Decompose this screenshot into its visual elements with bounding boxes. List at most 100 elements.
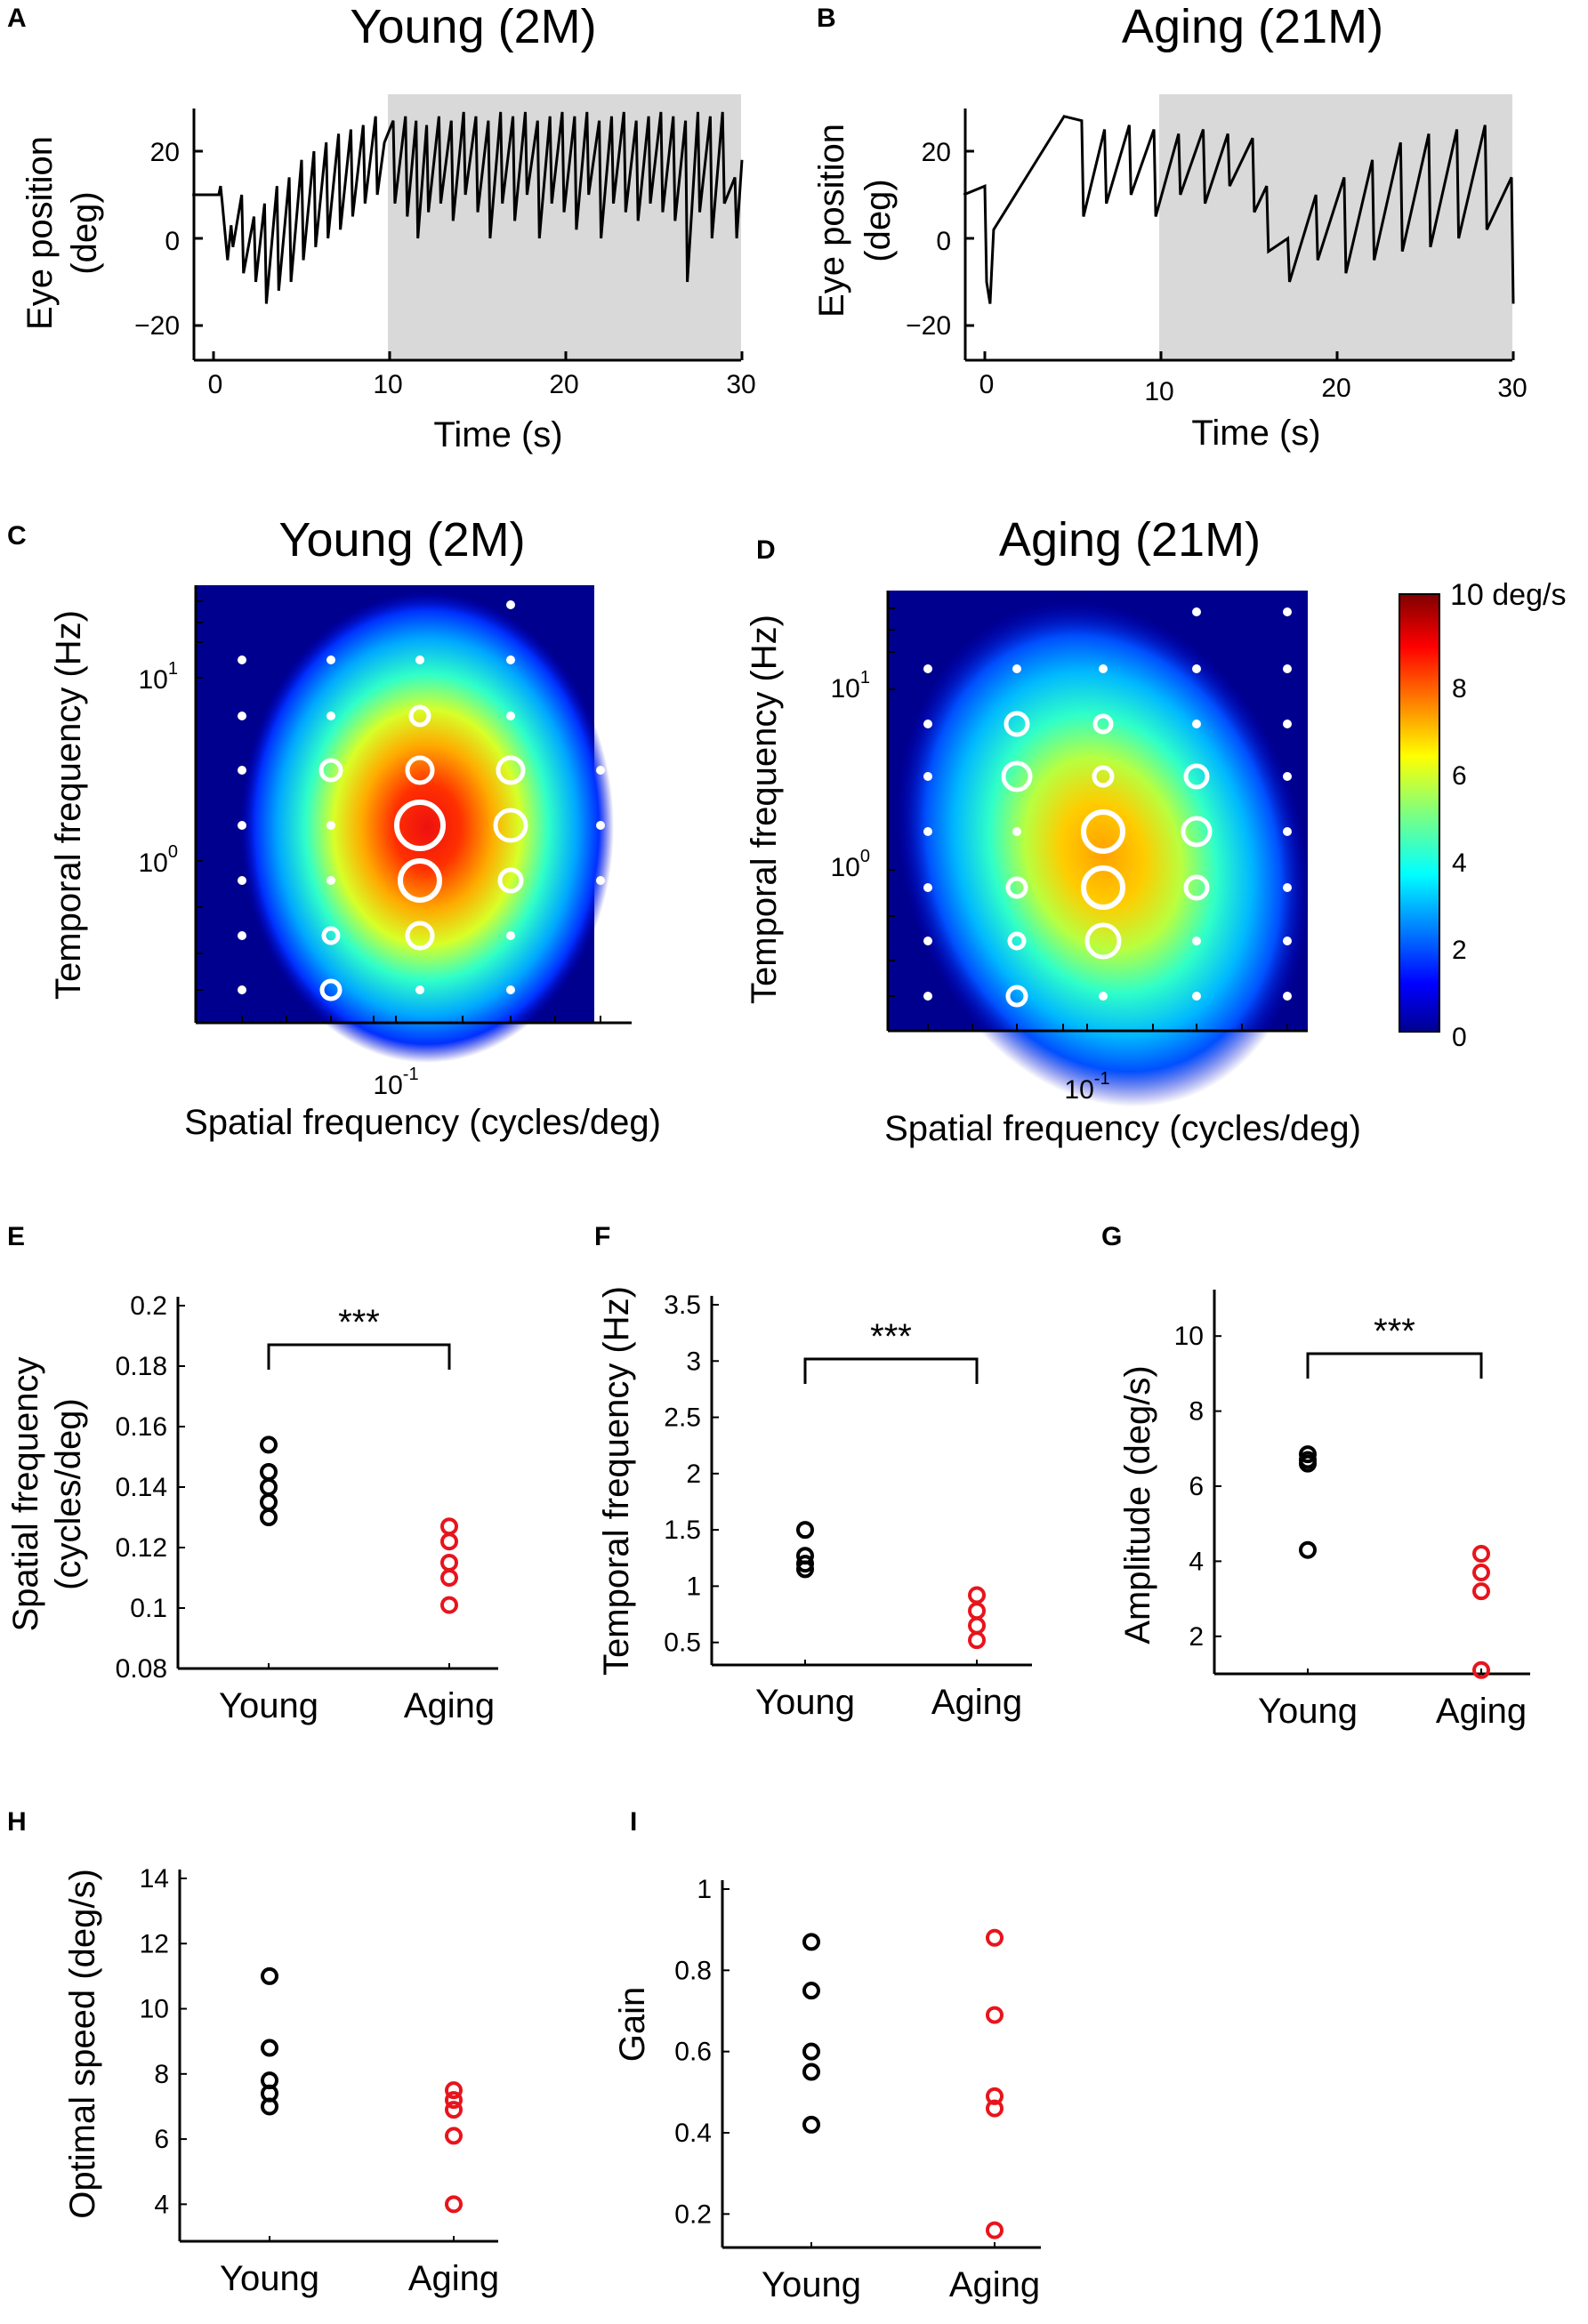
panel-h-point-aging (445, 2101, 463, 2119)
panel-h-point-aging (445, 2127, 463, 2145)
panel-d-stimulus-dot (923, 720, 932, 728)
panel-f-point-aging (968, 1586, 986, 1604)
panel-c-stimulus-dot (596, 655, 605, 664)
panel-f-point-aging (968, 1616, 986, 1635)
panel-h-ytick-label: 4 (154, 2190, 169, 2219)
panel-f-ytick-label: 3 (686, 1347, 701, 1376)
panel-d-stimulus-dot (1283, 607, 1292, 616)
panel-f-significance-stars: *** (870, 1317, 912, 1356)
panel-d-stimulus-dot (1192, 937, 1201, 945)
panel-c-log-ticks (196, 600, 601, 1023)
panel-letter-e: E (7, 1222, 25, 1251)
panel-b-xtick-30: 30 (1497, 374, 1527, 403)
panel-e-point-aging (440, 1596, 458, 1614)
panel-e-significance-bracket (267, 1343, 451, 1370)
panel-h-ytick-label: 14 (140, 1864, 169, 1894)
panel-a-eye-trace (192, 111, 744, 304)
panel-c-stimulus-dot (506, 931, 515, 940)
panel-c-stimulus-dot (415, 655, 424, 664)
panel-letter-i: I (630, 1807, 637, 1837)
panel-c-xlabel: Spatial frequency (cycles/deg) (184, 1103, 661, 1142)
panel-c-stimulus-dot (238, 985, 246, 994)
panel-c-ytick-10-0: 100 (139, 842, 179, 878)
panel-e-point-young (260, 1493, 278, 1511)
panel-letter-f: F (594, 1222, 610, 1251)
panel-g-ytick-label: 4 (1189, 1547, 1204, 1576)
colorbar-gradient (1399, 593, 1440, 1033)
panel-b-ytick-0: 0 (936, 227, 951, 256)
panel-a-stimulus-shading (388, 94, 741, 360)
panel-h-category-aging: Aging (408, 2259, 499, 2298)
panel-d-xlabel: Spatial frequency (cycles/deg) (884, 1109, 1361, 1148)
panel-h-point-young (261, 2097, 278, 2116)
panel-f-ytick-label: 1 (686, 1572, 701, 1601)
panel-i-category-young: Young (762, 2265, 861, 2304)
panel-d-stimulus-circle (1092, 713, 1114, 735)
panel-d-stimulus-dot (1283, 827, 1292, 836)
panel-d-ytick-10-1-exp: 1 (860, 668, 870, 688)
panel-c-stimulus-circle (398, 858, 442, 903)
panel-g-point-aging (1472, 1564, 1490, 1582)
panel-b-eye-trace-aging: Aging (21M) 20 0 −20 0 10 20 30 Time (s)… (812, 0, 1528, 453)
panel-f-point-aging (968, 1602, 986, 1620)
panel-f-point-young (796, 1560, 814, 1579)
panel-d-stimulus-dot (1283, 937, 1292, 945)
panel-b-ytick-neg20: −20 (906, 311, 951, 341)
panel-i-point-aging (986, 2221, 1004, 2240)
panel-c-stimulus-dot (238, 766, 246, 775)
panel-f-point-young (796, 1555, 814, 1573)
panel-g-ylabel: Amplitude (deg/s) (1118, 1365, 1157, 1644)
panel-h-ytick-label: 8 (154, 2060, 169, 2089)
panel-b-ylabel-2: (deg) (858, 179, 898, 261)
panel-c-stimulus-dot (506, 600, 515, 609)
panel-d-ytick-10-0-exp: 0 (860, 847, 870, 866)
panel-e-ytick-label: 0.14 (116, 1473, 167, 1502)
panel-i-gain: Gain 1 0.8 0.6 0.4 0.2 Young Aging (613, 1875, 1041, 2304)
panel-c-stimulus-circle (405, 755, 435, 785)
panel-c-stimulus-dot (596, 876, 605, 885)
panel-g-ytick-label: 2 (1189, 1622, 1204, 1652)
panel-a-ylabel-2: (deg) (65, 191, 104, 274)
panel-d-stimulus-circle (1007, 931, 1027, 951)
panel-i-point-young (802, 1982, 820, 2000)
panel-h-point-young (261, 2039, 278, 2057)
panel-e-category-young: Young (219, 1686, 318, 1725)
panel-d-stimulus-dot (1283, 992, 1292, 1001)
panel-d-stimulus-dot (1283, 772, 1292, 781)
panel-f-ytick-label: 0.5 (664, 1628, 701, 1658)
panel-d-stimulus-dot (1099, 664, 1108, 673)
panel-c-ytick-10-1-exp: 1 (168, 659, 178, 679)
panel-g-point-young (1299, 1445, 1317, 1464)
panel-h-ytick-label: 12 (140, 1929, 169, 1958)
panel-d-stimulus-circle (1092, 765, 1115, 788)
panel-b-xtick-10: 10 (1144, 377, 1173, 406)
panel-i-point-young (802, 1933, 820, 1951)
panel-d-stimulus-circle (1183, 874, 1210, 901)
panel-g-point-young (1299, 1540, 1317, 1559)
panel-i-ytick-label: 0.2 (674, 2199, 712, 2229)
panel-d-stimulus-dot (923, 937, 932, 945)
panel-c-stimulus-circle (318, 758, 343, 783)
panel-d-title: Aging (21M) (999, 513, 1261, 567)
panel-c-stimulus-dot (326, 712, 335, 720)
panel-i-point-aging (986, 2006, 1004, 2024)
panel-d-ytick-10-1: 101 (831, 668, 871, 704)
panel-c-stimulus-circle (493, 808, 528, 843)
panel-i-point-aging (986, 2087, 1004, 2105)
panel-e-ylabel-2: (cycles/deg) (49, 1398, 88, 1590)
panel-c-stimulus-circle (408, 704, 431, 728)
panel-c-title: Young (2M) (278, 513, 525, 567)
panel-c-xtick-exp: -1 (403, 1065, 419, 1084)
panel-g-significance-bracket (1306, 1352, 1483, 1379)
panel-h-ytick-label: 10 (140, 1995, 169, 2024)
panel-letter-d: D (756, 535, 776, 565)
panel-f-significance-bracket (803, 1357, 979, 1384)
panel-h-point-aging (445, 2081, 463, 2100)
panel-d-stimulus-dot (1012, 827, 1021, 836)
panel-i-ytick-label: 0.6 (674, 2038, 712, 2067)
panel-letter-a: A (7, 4, 27, 33)
panel-d-stimulus-circle (1004, 711, 1030, 737)
panel-c-stimulus-dot (506, 985, 515, 994)
panel-c-stimulus-circle (321, 926, 341, 945)
panel-d-stimulus-dot (923, 883, 932, 892)
